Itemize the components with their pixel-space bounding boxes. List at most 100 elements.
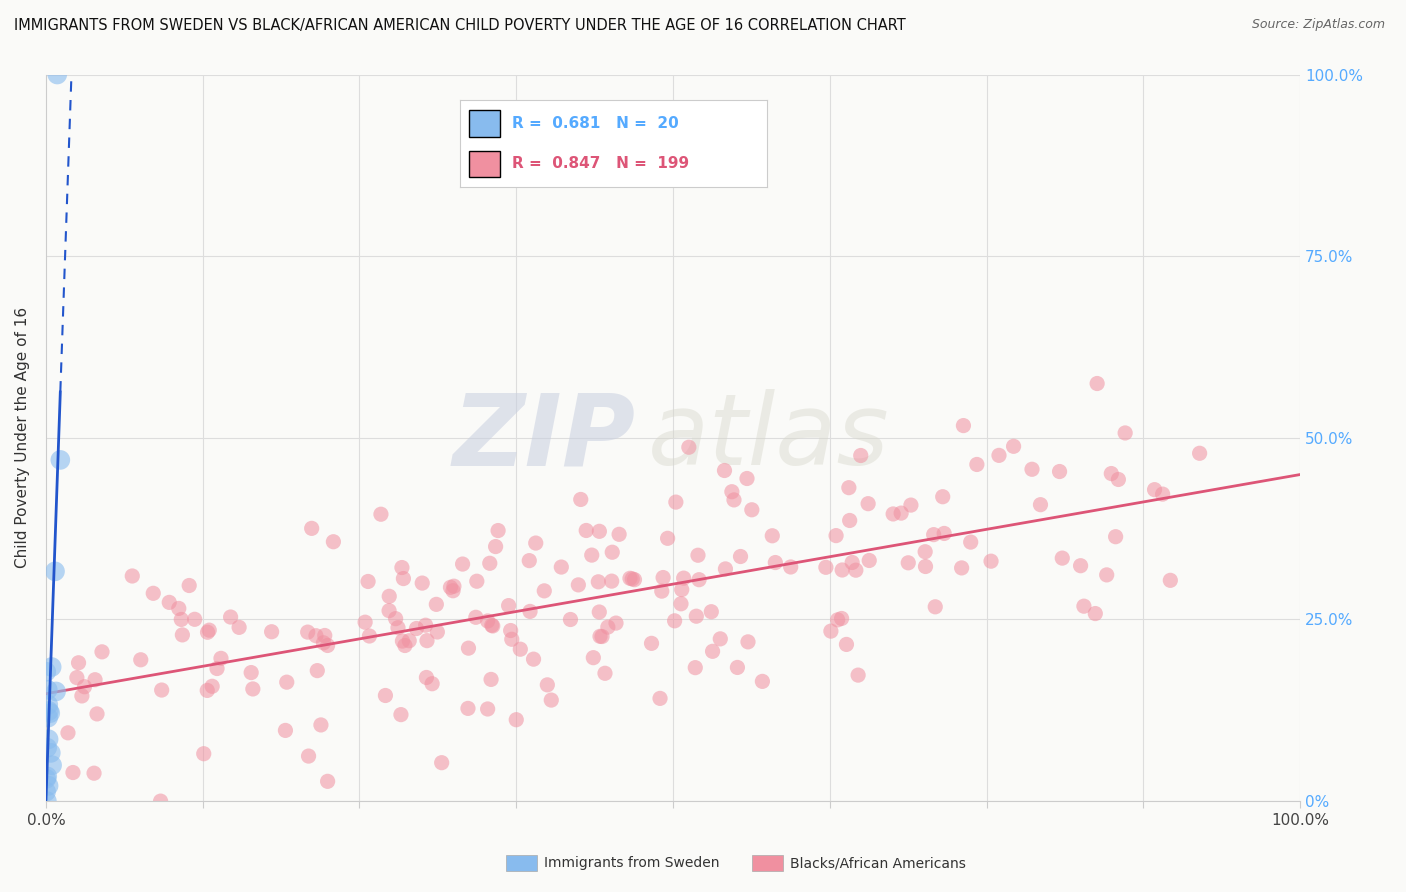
Point — [1021, 462, 1043, 476]
Point — [648, 691, 671, 706]
Point — [838, 513, 860, 527]
Point — [588, 605, 610, 619]
Point — [457, 701, 479, 715]
Point — [1052, 551, 1074, 566]
Point — [582, 650, 605, 665]
Point — [779, 560, 801, 574]
Text: ZIP: ZIP — [453, 389, 636, 486]
Point — [900, 498, 922, 512]
Point — [621, 572, 644, 586]
Point — [922, 527, 945, 541]
Text: Source: ZipAtlas.com: Source: ZipAtlas.com — [1251, 18, 1385, 31]
Point — [882, 507, 904, 521]
Point — [370, 507, 392, 521]
Point — [931, 490, 953, 504]
Point — [814, 560, 837, 574]
Point — [415, 618, 437, 632]
Point — [240, 665, 263, 680]
Point — [1049, 465, 1071, 479]
Point — [150, 683, 173, 698]
Point — [67, 656, 90, 670]
Point — [838, 481, 860, 495]
Point — [312, 636, 335, 650]
Point — [37, 769, 59, 783]
Point — [416, 633, 439, 648]
Point — [831, 611, 853, 625]
Point — [481, 618, 503, 632]
Point — [389, 707, 412, 722]
Point — [374, 689, 396, 703]
Point — [73, 680, 96, 694]
Point — [966, 458, 988, 472]
Point — [1107, 473, 1129, 487]
Point — [201, 679, 224, 693]
Point — [394, 639, 416, 653]
Point — [540, 693, 562, 707]
Point — [665, 495, 688, 509]
Point — [505, 713, 527, 727]
Point — [600, 545, 623, 559]
Point — [721, 484, 744, 499]
Point — [950, 561, 973, 575]
Point — [121, 569, 143, 583]
Point — [35, 784, 58, 798]
Point — [678, 440, 700, 454]
Point — [517, 554, 540, 568]
Point — [1002, 439, 1025, 453]
Point — [686, 548, 709, 562]
Point — [37, 711, 59, 725]
Point — [723, 492, 745, 507]
Point — [62, 765, 84, 780]
Point — [354, 615, 377, 630]
Point — [179, 578, 201, 592]
Point — [825, 528, 848, 542]
Point — [415, 671, 437, 685]
Point — [575, 524, 598, 538]
Point — [425, 598, 447, 612]
Point — [702, 644, 724, 658]
Point — [420, 677, 443, 691]
Point — [307, 664, 329, 678]
Point — [398, 633, 420, 648]
Point — [484, 540, 506, 554]
Point — [671, 582, 693, 597]
Point — [569, 492, 592, 507]
Point — [914, 545, 936, 559]
Point — [605, 616, 627, 631]
Point — [276, 675, 298, 690]
Point — [129, 653, 152, 667]
Point — [35, 665, 58, 679]
Point — [183, 612, 205, 626]
Point — [741, 503, 763, 517]
Point — [1159, 574, 1181, 588]
Point — [38, 779, 60, 793]
Point — [1099, 467, 1122, 481]
Point — [657, 531, 679, 545]
Point — [588, 574, 610, 589]
Point — [914, 559, 936, 574]
Point — [38, 732, 60, 747]
Point — [735, 471, 758, 485]
Point — [581, 548, 603, 562]
Point — [751, 674, 773, 689]
Point — [66, 671, 89, 685]
Point — [835, 637, 858, 651]
Point — [685, 660, 707, 674]
Point — [314, 628, 336, 642]
Point — [1152, 487, 1174, 501]
Point — [477, 702, 499, 716]
Point — [600, 574, 623, 588]
Point — [457, 641, 479, 656]
Point — [498, 599, 520, 613]
Point — [193, 747, 215, 761]
Point — [499, 624, 522, 638]
Point — [477, 614, 499, 628]
Text: atlas: atlas — [648, 389, 890, 486]
Point — [91, 645, 114, 659]
Point — [1095, 567, 1118, 582]
Point — [45, 684, 67, 698]
Point — [725, 660, 748, 674]
Point — [589, 629, 612, 643]
Point — [357, 574, 380, 589]
Point — [672, 571, 695, 585]
